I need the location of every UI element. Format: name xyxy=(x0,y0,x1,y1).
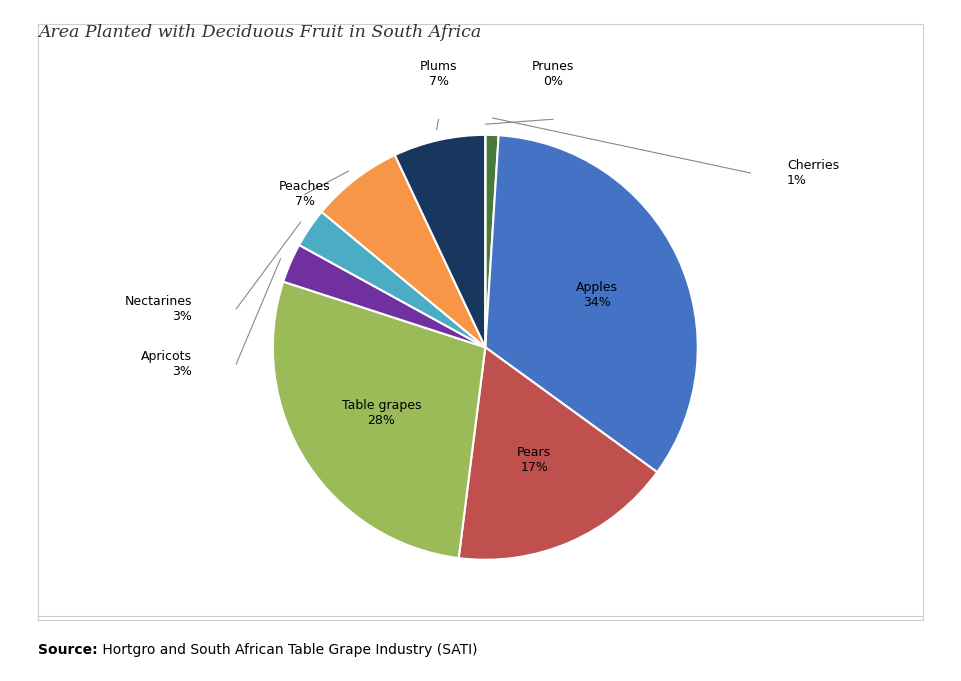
Text: Peaches
7%: Peaches 7% xyxy=(279,180,331,208)
Text: Table grapes
28%: Table grapes 28% xyxy=(341,399,421,428)
Text: Plums
7%: Plums 7% xyxy=(420,60,457,88)
Text: Pears
17%: Pears 17% xyxy=(517,447,552,475)
Text: Hortgro and South African Table Grape Industry (SATI): Hortgro and South African Table Grape In… xyxy=(98,644,478,657)
Text: Apples
34%: Apples 34% xyxy=(576,281,618,309)
Text: Prunes
0%: Prunes 0% xyxy=(532,60,575,88)
Wedge shape xyxy=(395,135,485,347)
Wedge shape xyxy=(299,212,485,347)
Wedge shape xyxy=(273,282,485,558)
Wedge shape xyxy=(322,155,485,347)
Text: Apricots
3%: Apricots 3% xyxy=(141,350,192,379)
Wedge shape xyxy=(283,245,485,347)
Wedge shape xyxy=(485,136,698,472)
Text: Area Planted with Deciduous Fruit in South Africa: Area Planted with Deciduous Fruit in Sou… xyxy=(38,24,481,41)
Text: Cherries
1%: Cherries 1% xyxy=(787,159,839,187)
Wedge shape xyxy=(485,135,499,347)
Wedge shape xyxy=(458,347,657,560)
Text: Nectarines
3%: Nectarines 3% xyxy=(125,295,192,323)
Text: Source:: Source: xyxy=(38,644,98,657)
